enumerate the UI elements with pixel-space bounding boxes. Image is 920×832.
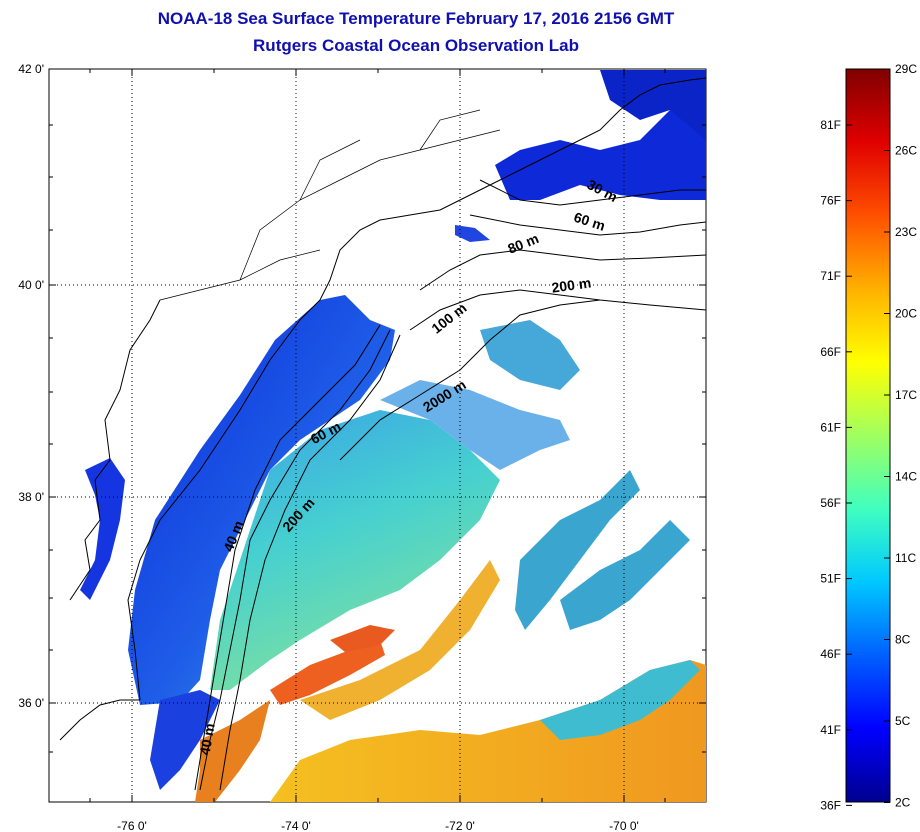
coastline — [127, 77, 706, 701]
colorbar-celsius-label: 5C — [895, 714, 911, 728]
scattered-cloud-water-1 — [515, 470, 640, 630]
cold-gulfstream-edge — [540, 660, 700, 740]
isobath-label: 200 m — [551, 274, 593, 295]
map-subtitle: Rutgers Coastal Ocean Observation Lab — [253, 36, 579, 55]
scattered-cloud-water-2 — [560, 520, 690, 630]
colorbar-fahrenheit-label: 56F — [820, 496, 841, 510]
map-axes: -76 0' -74 0' -72 0' -70 0' 42 0' 40 0' 38 0' 3… — [18, 62, 706, 832]
colorbar-fahrenheit-label: 81F — [820, 118, 841, 132]
colorbar-celsius-label: 2C — [895, 796, 911, 810]
isobath-30m-line — [479, 179, 706, 206]
isobath-shelf-lines — [194, 324, 401, 791]
colorbar-fahrenheit-label: 66F — [820, 345, 841, 359]
lat-tick-label: 38 0' — [18, 490, 44, 504]
warm-gulfstream-south — [270, 660, 706, 802]
colorbar — [845, 68, 891, 803]
cold-southern-shelf — [150, 690, 220, 790]
scattered-cloud-water-3 — [480, 320, 580, 390]
colorbar-celsius-label: 29C — [895, 62, 917, 76]
colorbar-fahrenheit-label: 76F — [820, 194, 841, 208]
isobath-label: 40 m — [196, 722, 217, 756]
cold-patch-long-island — [455, 225, 490, 242]
cold-new-england-water — [495, 80, 706, 200]
colorbar-celsius-label: 11C — [895, 551, 916, 565]
colorbar-celsius-label: 17C — [895, 388, 917, 402]
colorbar-fahrenheit-label: 46F — [820, 647, 841, 661]
lat-tick-label: 40 0' — [18, 278, 44, 292]
lat-tick-label: 36 0' — [18, 696, 44, 710]
lon-tick-label: -76 0' — [117, 819, 147, 832]
cold-bay-water — [80, 458, 125, 600]
colorbar-celsius-label: 20C — [895, 307, 917, 321]
warm-filament-2 — [330, 625, 395, 652]
map-title: NOAA-18 Sea Surface Temperature February… — [157, 9, 675, 28]
colorbar-fahrenheit-label: 71F — [820, 269, 841, 283]
colorbar-celsius-label: 14C — [895, 470, 917, 484]
lat-tick-label: 42 0' — [18, 62, 44, 76]
coastline-bay — [59, 299, 161, 741]
isobath-80m-line — [419, 249, 706, 291]
lon-tick-label: -70 0' — [609, 819, 639, 832]
warm-filament — [270, 640, 385, 705]
lon-tick-label: -74 0' — [281, 819, 311, 832]
colorbar-celsius-label: 23C — [895, 225, 917, 239]
warm-gulfstream-west — [195, 700, 270, 802]
cold-gulf-water — [600, 70, 706, 140]
cold-shelf-water — [128, 295, 395, 705]
isobath-2000m-line — [339, 299, 601, 461]
colorbar-fahrenheit-label: 61F — [820, 420, 841, 434]
colorbar-celsius-label: 8C — [895, 633, 911, 647]
isobath-60m-line — [469, 214, 706, 236]
state-boundaries — [159, 109, 501, 301]
lon-tick-label: -72 0' — [445, 819, 475, 832]
colorbar-fahrenheit-label: 51F — [820, 572, 841, 586]
colorbar-celsius-label: 26C — [895, 144, 917, 158]
map-grid — [49, 69, 706, 802]
colorbar-fahrenheit-label: 41F — [820, 723, 841, 737]
isobath-200m-north-line — [409, 289, 706, 331]
colorbar-fahrenheit-label: 36F — [820, 798, 841, 812]
speckled-shelf-water — [380, 380, 570, 470]
warm-eddy-band — [300, 560, 500, 720]
colorbar-labels: 29C 26C 23C 20C 17C 14C 11C 8C 5C 2C 81F 76F 71F 66F 6… — [820, 62, 917, 812]
